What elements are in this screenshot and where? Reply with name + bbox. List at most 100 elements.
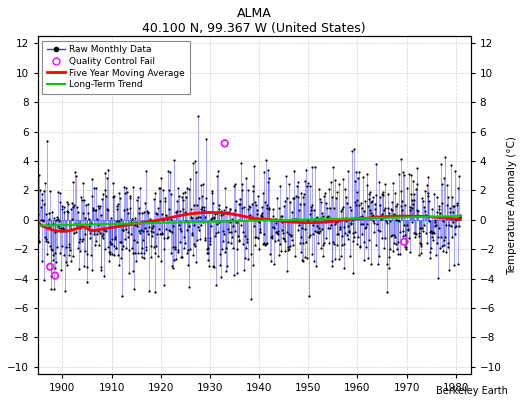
Point bbox=[53, 244, 61, 251]
Point bbox=[292, 218, 301, 224]
Point bbox=[375, 202, 384, 208]
Point bbox=[297, 234, 305, 240]
Point bbox=[333, 189, 342, 196]
Point bbox=[128, 268, 137, 274]
Point bbox=[267, 258, 275, 264]
Point bbox=[86, 219, 95, 226]
Point bbox=[50, 215, 58, 221]
Point bbox=[424, 218, 433, 224]
Point bbox=[214, 168, 222, 174]
Point bbox=[238, 187, 246, 193]
Point bbox=[203, 250, 211, 256]
Point bbox=[391, 189, 399, 196]
Point bbox=[441, 154, 449, 160]
Point bbox=[367, 261, 375, 268]
Point bbox=[351, 229, 359, 235]
Point bbox=[52, 216, 60, 223]
Point bbox=[264, 167, 272, 174]
Point bbox=[279, 230, 287, 236]
Point bbox=[392, 246, 401, 252]
Point bbox=[369, 194, 377, 201]
Point bbox=[45, 224, 53, 230]
Point bbox=[306, 232, 314, 238]
Point bbox=[415, 232, 423, 239]
Point bbox=[333, 242, 341, 248]
Point bbox=[66, 246, 74, 253]
Point bbox=[285, 231, 293, 237]
Point bbox=[300, 191, 309, 197]
Point bbox=[185, 283, 194, 290]
Point bbox=[54, 218, 63, 225]
Point bbox=[454, 184, 463, 191]
Point bbox=[115, 190, 123, 197]
Point bbox=[211, 211, 220, 218]
Point bbox=[92, 238, 101, 244]
Point bbox=[254, 217, 262, 224]
Point bbox=[133, 222, 141, 229]
Point bbox=[395, 171, 403, 178]
Point bbox=[284, 247, 292, 254]
Point bbox=[409, 190, 418, 197]
Point bbox=[66, 221, 74, 228]
Point bbox=[176, 238, 184, 245]
Point bbox=[260, 241, 269, 248]
Point bbox=[113, 218, 121, 224]
Point bbox=[67, 226, 75, 232]
Point bbox=[452, 213, 461, 220]
Point bbox=[405, 235, 413, 242]
Point bbox=[336, 226, 344, 232]
Point bbox=[417, 241, 425, 247]
Point bbox=[111, 236, 119, 243]
Point bbox=[116, 239, 124, 246]
Point bbox=[353, 189, 362, 196]
Point bbox=[208, 190, 216, 196]
Point bbox=[447, 216, 455, 222]
Point bbox=[438, 242, 446, 249]
Point bbox=[375, 179, 384, 186]
Point bbox=[295, 207, 303, 214]
Point bbox=[326, 204, 334, 211]
Point bbox=[222, 245, 230, 252]
Point bbox=[60, 252, 69, 258]
Point bbox=[425, 255, 434, 261]
Point bbox=[430, 217, 439, 223]
Point bbox=[432, 193, 441, 200]
Point bbox=[259, 241, 267, 248]
Point bbox=[77, 224, 85, 230]
Point bbox=[240, 203, 248, 210]
Point bbox=[324, 186, 333, 192]
Point bbox=[174, 222, 183, 228]
Point bbox=[430, 230, 438, 236]
Point bbox=[345, 228, 353, 234]
Point bbox=[223, 226, 232, 232]
Point bbox=[172, 256, 180, 262]
Point bbox=[445, 209, 454, 216]
Point bbox=[419, 198, 427, 205]
Point bbox=[374, 261, 383, 267]
Point bbox=[343, 199, 351, 206]
Point bbox=[303, 217, 312, 223]
Point bbox=[134, 194, 142, 200]
Point bbox=[207, 216, 215, 222]
Point bbox=[390, 240, 398, 246]
Point bbox=[107, 241, 115, 247]
Point bbox=[202, 194, 211, 201]
Point bbox=[95, 242, 104, 248]
Point bbox=[358, 231, 366, 237]
Point bbox=[186, 176, 194, 182]
Point bbox=[411, 234, 420, 241]
Point bbox=[126, 192, 135, 199]
Point bbox=[311, 228, 320, 234]
Point bbox=[235, 237, 244, 243]
Point bbox=[163, 235, 171, 241]
Point bbox=[114, 201, 122, 207]
Point bbox=[433, 209, 441, 216]
Point bbox=[58, 206, 66, 212]
Point bbox=[358, 205, 367, 211]
Point bbox=[288, 209, 296, 215]
Point bbox=[50, 229, 59, 236]
Point bbox=[343, 232, 352, 238]
Point bbox=[64, 240, 73, 247]
Y-axis label: Temperature Anomaly (°C): Temperature Anomaly (°C) bbox=[507, 136, 517, 274]
Point bbox=[221, 268, 230, 274]
